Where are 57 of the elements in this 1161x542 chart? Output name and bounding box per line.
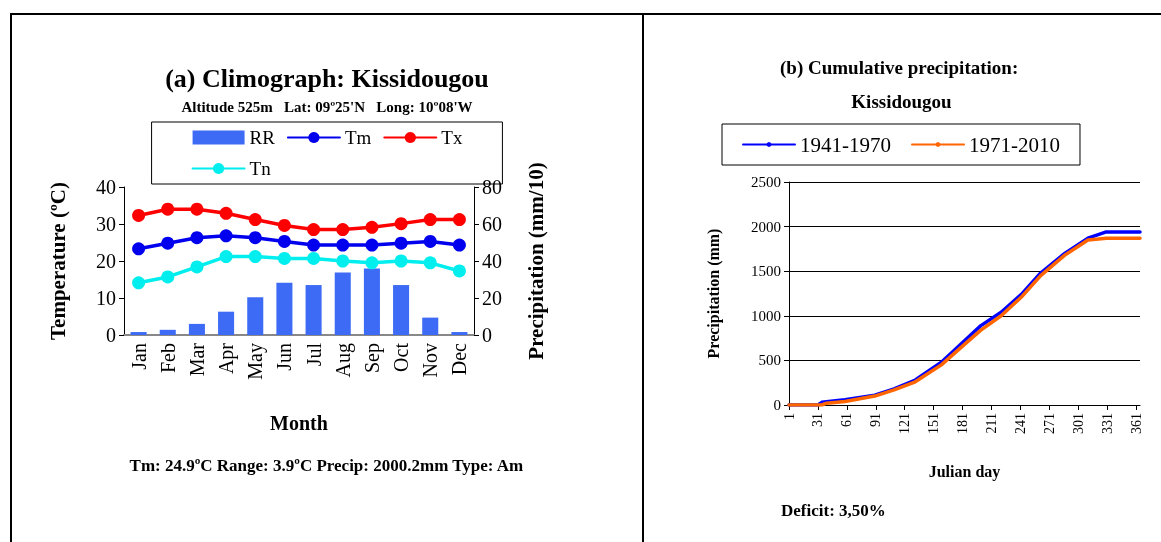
- y-axis-title: Precipitation (mm): [704, 228, 723, 359]
- x-tick-label: May: [244, 343, 268, 380]
- legend-label: 1941-1970: [800, 132, 891, 157]
- legend-label: RR: [249, 127, 276, 148]
- y-tick-label: 10: [96, 287, 116, 309]
- y-tick-label: 0: [773, 397, 781, 413]
- y-axis-title: Temperature (ºC): [46, 182, 70, 340]
- y-tick-label: 40: [96, 176, 116, 198]
- x-tick-label: Apr: [215, 342, 239, 375]
- x-tick-label: 181: [955, 413, 971, 434]
- y-tick-label: 500: [758, 352, 781, 369]
- y-tick-label: 0: [106, 324, 116, 346]
- x-tick-label: Jan: [127, 343, 150, 370]
- x-tick-label: 121: [897, 413, 913, 434]
- x-tick-label: 151: [926, 413, 942, 434]
- x-tick-label: 241: [1012, 413, 1028, 434]
- y-tick-label: 20: [96, 250, 116, 272]
- y2-tick-label: 0: [482, 324, 492, 346]
- chart-title: (b) Cumulative precipitation: Kissidougou: [780, 56, 1023, 112]
- x-tick-label: 271: [1041, 413, 1057, 434]
- legend-label: 1971-2010: [968, 132, 1060, 157]
- x-tick-label: 211: [984, 413, 999, 434]
- text: Tm: 24.9ºC Range: 3.9ºC Precip: 2000.2mm Type: Am: [129, 456, 524, 475]
- y2-tick-label: 60: [482, 213, 502, 235]
- x-tick-label: 31: [810, 413, 826, 427]
- x-tick-label: Jun: [273, 343, 296, 371]
- legend-label: Tn: [249, 158, 272, 179]
- x-tick-label: Sep: [360, 343, 384, 373]
- x-tick-label: Dec: [448, 342, 471, 376]
- y-tick-label: 30: [96, 213, 116, 235]
- legend-label: Tm: [344, 127, 372, 148]
- x-axis-title: Julian day: [928, 462, 1001, 481]
- y2-tick-label: 40: [482, 250, 502, 272]
- y2-tick-label: 20: [482, 287, 502, 309]
- x-tick-label: 361: [1128, 413, 1144, 434]
- x-tick-label: Nov: [419, 343, 442, 378]
- x-tick-label: 91: [868, 413, 884, 427]
- legend-label: Tx: [441, 127, 463, 148]
- chart-subtitle: Altitude 525m Lat: 09º25'N Long: 10º08'W: [181, 98, 473, 115]
- y2-axis-title: Precipitation (mm/10): [524, 162, 548, 360]
- x-tick-label: 1: [781, 413, 797, 420]
- text: Deficit: 3,50%: [781, 501, 886, 520]
- x-axis-title: Month: [270, 412, 328, 434]
- y2-tick-label: 80: [482, 176, 502, 198]
- x-tick-label: Oct: [390, 342, 413, 372]
- y-tick-label: 1000: [751, 307, 781, 324]
- x-tick-label: Feb: [156, 343, 179, 373]
- y-tick-label: 2500: [751, 174, 781, 190]
- x-tick-label: 61: [839, 413, 855, 427]
- y-tick-label: 1500: [751, 263, 781, 280]
- y-tick-label: 2000: [751, 218, 781, 235]
- chart-title: (a) Climograph: Kissidougou: [165, 63, 489, 93]
- x-tick-label: 301: [1070, 413, 1086, 434]
- x-tick-label: Mar: [185, 342, 208, 377]
- x-tick-label: Jul: [302, 342, 325, 367]
- x-tick-label: Aug: [331, 343, 355, 378]
- x-tick-label: 331: [1099, 413, 1115, 434]
